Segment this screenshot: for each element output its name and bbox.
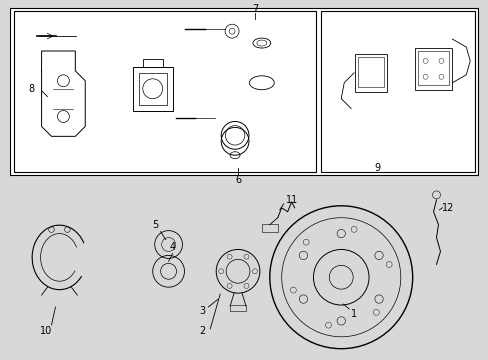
Bar: [139, 73, 166, 105]
Bar: [10, 8, 477, 175]
Text: 1: 1: [350, 309, 356, 319]
Bar: [133, 67, 172, 111]
Text: 12: 12: [441, 203, 454, 213]
Text: 5: 5: [152, 220, 159, 230]
Text: 4: 4: [169, 243, 175, 252]
Text: 2: 2: [199, 326, 205, 336]
Bar: [414, 48, 451, 90]
Text: 6: 6: [235, 175, 241, 185]
Bar: [14, 11, 316, 172]
Text: 7: 7: [251, 4, 258, 14]
Bar: [354, 54, 386, 92]
Bar: [417, 51, 448, 85]
Bar: [321, 11, 474, 172]
Text: 8: 8: [28, 84, 35, 94]
Bar: [230, 305, 245, 311]
Bar: [262, 224, 277, 231]
Text: 9: 9: [373, 163, 379, 173]
Text: 11: 11: [285, 195, 297, 205]
Bar: [357, 57, 383, 87]
Text: 3: 3: [199, 306, 205, 316]
Text: 10: 10: [41, 326, 53, 336]
